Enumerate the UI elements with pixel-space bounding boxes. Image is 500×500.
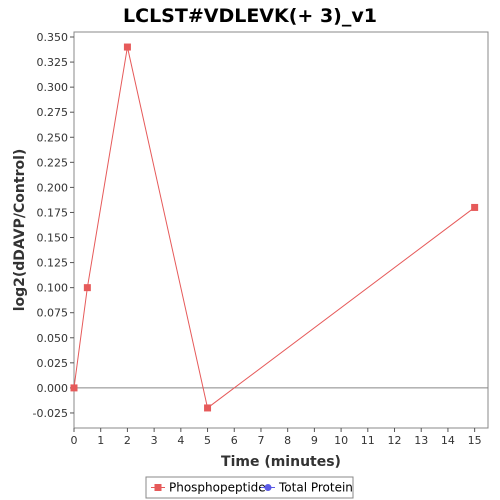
x-tick-label: 12 [388,434,402,447]
x-tick-label: 3 [151,434,158,447]
y-tick-label: 0.025 [37,357,69,370]
y-tick-label: 0.150 [37,232,69,245]
x-axis-label: Time (minutes) [221,454,341,470]
legend: Phosphopeptide Total Protein [145,476,354,499]
y-tick-label: 0.300 [37,81,69,94]
x-tick-label: 14 [441,434,455,447]
y-tick-label: 0.325 [37,56,69,69]
legend-marker-square [154,484,162,491]
y-tick-label: 0.050 [37,332,69,345]
y-tick-label: 0.250 [37,131,69,144]
x-axis: 0 1 2 3 4 5 6 7 8 9 10 11 12 13 14 15 [71,428,482,447]
x-tick-label: 15 [468,434,482,447]
x-tick-label: 2 [124,434,131,447]
x-tick-label: 10 [334,434,348,447]
x-tick-label: 8 [284,434,291,447]
chart-title: LCLST#VDLEVK(+ 3)_v1 [123,5,377,27]
y-tick-label: 0.100 [37,282,69,295]
legend-label: Total Protein [278,481,353,495]
x-tick-label: 1 [97,434,104,447]
x-tick-label: 13 [414,434,428,447]
data-point [83,284,91,292]
y-tick-label: 0.075 [37,307,69,320]
x-tick-label: 9 [311,434,318,447]
data-point [123,43,131,51]
x-tick-label: 4 [177,434,184,447]
data-point [70,384,78,392]
data-point [471,203,479,211]
legend-box [145,476,354,499]
legend-marker-circle [264,484,272,491]
x-tick-label: 5 [204,434,211,447]
x-tick-label: 6 [231,434,238,447]
y-tick-label: 0.200 [37,181,69,194]
y-tick-label: 0.275 [37,106,69,119]
x-tick-label: 11 [361,434,375,447]
y-tick-label: 0.175 [37,206,69,219]
y-tick-label: 0.000 [37,382,69,395]
y-axis-label: log2(dDAVP/Control) [12,149,28,312]
y-tick-label: 0.125 [37,257,69,270]
y-tick-label: 0.350 [37,31,69,44]
y-tick-label: -0.025 [33,407,68,420]
legend-label: Phosphopeptide [169,481,266,495]
x-tick-label: 7 [257,434,264,447]
y-axis: -0.025 0.000 0.025 0.050 0.075 0.100 0.125 0.15… [33,31,74,420]
plot-area [73,31,489,429]
series-points [70,43,479,412]
y-tick-label: 0.225 [37,156,69,169]
data-point [204,404,212,412]
x-tick-label: 0 [71,434,78,447]
